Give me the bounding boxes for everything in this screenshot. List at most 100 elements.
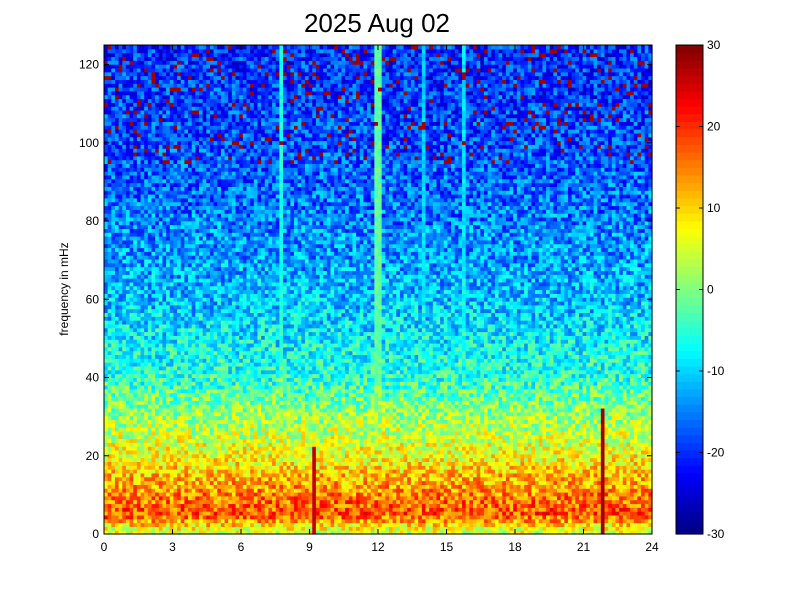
heat-cell — [385, 491, 390, 497]
heat-cell — [440, 430, 445, 436]
heat-cell — [177, 415, 182, 420]
heat-cell — [410, 484, 416, 489]
heat-cell — [509, 442, 514, 447]
heat-cell — [469, 430, 474, 436]
heat-cell — [418, 434, 423, 440]
heat-cell — [396, 457, 401, 463]
heat-cell — [122, 499, 127, 505]
heat-cell — [407, 434, 412, 440]
heat-cell — [345, 457, 350, 463]
heat-cell — [125, 526, 131, 531]
heat-cell — [217, 514, 222, 520]
heat-cell — [330, 476, 335, 482]
heat-cell — [341, 465, 346, 470]
heat-cell — [169, 522, 175, 527]
heat-cell — [341, 514, 346, 520]
heat-cell — [111, 423, 116, 428]
heat-cell — [323, 461, 328, 466]
heat-cell — [228, 430, 233, 436]
heat-cell — [626, 453, 631, 459]
heat-cell — [297, 522, 302, 527]
heat-cell — [451, 449, 456, 455]
heat-cell — [359, 419, 364, 424]
heat-cell — [622, 442, 628, 447]
heat-cell — [224, 530, 229, 535]
heat-cell — [582, 449, 587, 455]
heat-cell — [611, 465, 617, 470]
heat-cell — [436, 415, 441, 420]
heat-cell — [465, 484, 470, 489]
heat-cell — [184, 526, 189, 531]
heat-cell — [626, 469, 631, 474]
heat-cell — [410, 446, 416, 451]
heat-cell — [633, 430, 638, 436]
heat-cell — [641, 411, 646, 417]
heat-cell — [312, 419, 317, 424]
heat-cell — [462, 430, 467, 436]
heat-cell — [447, 442, 452, 447]
heat-cell — [432, 453, 438, 459]
heat-cell — [407, 503, 412, 508]
heat-cell — [195, 530, 200, 535]
heat-cell — [633, 449, 638, 455]
heat-cell — [611, 461, 617, 466]
heat-cell — [458, 491, 463, 497]
heat-cell — [114, 446, 120, 451]
heat-cell — [220, 434, 226, 440]
heat-cell — [443, 511, 449, 516]
heat-cell — [557, 514, 562, 520]
heat-cell — [213, 427, 218, 432]
heat-cell — [279, 507, 284, 512]
heat-cell — [129, 419, 134, 424]
heat-cell — [169, 411, 175, 417]
heat-cell — [250, 411, 255, 417]
heat-cell — [480, 430, 485, 436]
heat-cell — [235, 453, 240, 459]
heat-cell — [356, 430, 361, 436]
heat-cell — [224, 511, 229, 516]
heat-cell — [586, 514, 591, 520]
heat-cell — [264, 411, 269, 417]
heat-cell — [337, 472, 343, 478]
heat-cell — [114, 518, 120, 524]
heat-cell — [432, 499, 438, 505]
heat-cell — [158, 530, 164, 535]
heat-cell — [213, 434, 218, 440]
heat-cell — [491, 407, 496, 413]
heat-cell — [648, 411, 653, 417]
heat-cell — [253, 434, 259, 440]
heat-cell — [356, 446, 361, 451]
heat-cell — [392, 415, 397, 420]
heat-cell — [286, 530, 291, 535]
heat-cell — [315, 457, 321, 463]
heat-cell — [414, 476, 419, 482]
heat-cell — [195, 453, 200, 459]
heat-cell — [593, 488, 598, 493]
heat-cell — [184, 503, 189, 508]
heat-cell — [209, 511, 215, 516]
heat-cell — [341, 526, 346, 531]
heat-cell — [546, 469, 551, 474]
heat-cell — [440, 457, 445, 463]
heat-cell — [330, 491, 335, 497]
heat-cell — [323, 449, 328, 455]
heat-cell — [604, 430, 609, 436]
heat-cell — [253, 484, 259, 489]
heat-cell — [644, 449, 649, 455]
heat-cell — [451, 503, 456, 508]
heat-cell — [184, 442, 189, 447]
heat-cell — [469, 503, 474, 508]
heat-cell — [513, 461, 518, 466]
heat-cell — [319, 430, 324, 436]
heat-cell — [469, 526, 474, 531]
heat-cell — [410, 522, 416, 527]
heat-cell — [472, 511, 478, 516]
heat-cell — [348, 526, 354, 531]
heat-cell — [228, 415, 233, 420]
heat-cell — [575, 415, 580, 420]
heat-cell — [180, 476, 185, 482]
heat-cell — [107, 407, 112, 413]
heat-cell — [166, 499, 171, 505]
heat-cell — [136, 404, 142, 409]
heat-cell — [615, 503, 620, 508]
